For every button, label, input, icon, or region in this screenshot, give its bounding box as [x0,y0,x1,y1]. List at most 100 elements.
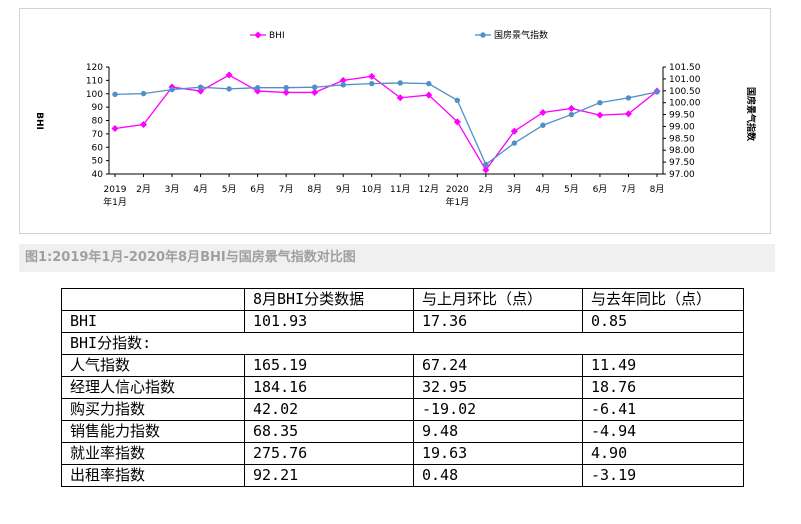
series-line-bhi [114,74,658,172]
table-cell: BHI [61,310,245,333]
data-point-guofang [283,84,289,91]
data-point-guofang [426,80,432,87]
data-point-guofang [568,111,575,118]
left-axis-label: BHI [34,112,44,130]
right-tick-label: 100.00 [669,99,701,109]
data-point-guofang [112,91,118,98]
table-cell: -4.94 [582,420,744,443]
right-tick-label: 97.00 [669,170,695,180]
x-tick-label: 3月 [507,184,522,195]
chart-panel: 120 110 100 90 80 70 60 50 40 101.50 101.00 100.50 1… [19,8,771,234]
data-point-guofang [597,99,603,106]
data-point-guofang [654,89,660,95]
left-tick-label: 80 [92,117,104,127]
data-point-guofang [369,80,375,87]
table-row: 购买力指数 42.02 -19.02 -6.41 [61,398,744,421]
x-tick-label: 2月 [478,184,493,195]
right-tick-label: 101.00 [669,75,701,85]
x-tick-label: 7月 [621,184,636,195]
series-line-guofang [114,82,658,166]
table-cell: 销售能力指数 [61,420,245,443]
left-tick-label: 50 [92,157,104,167]
right-axis-label: 国房景气指数 [745,87,757,142]
table-cell: 购买力指数 [61,398,245,421]
table-cell: -19.02 [413,398,583,421]
data-point-guofang [511,140,518,146]
data-point-guofang [397,80,403,86]
right-tick-label: 99.00 [669,122,695,132]
table-cell: 出租率指数 [61,464,245,487]
data-point-guofang [169,86,175,93]
x-tick-label: 8月 [650,184,665,195]
table-cell: 17.36 [413,310,583,333]
data-point-guofang [311,84,318,90]
left-tick-label: 90 [92,103,104,113]
data-point-bhi [368,72,376,80]
data-point-bhi [139,120,148,129]
left-tick-label: 60 [92,143,104,153]
table-cell: 32.95 [413,376,583,399]
table-cell: 0.85 [582,310,744,333]
table-header-row: 8月BHI分类数据 与上月环比（点） 与去年同比（点） [61,288,744,311]
table-cell: 67.24 [413,354,583,377]
data-point-bhi [453,118,461,126]
x-tick-label: 12月 [419,184,439,195]
right-tick-label: 97.50 [669,158,695,168]
right-tick-label: 101.50 [669,63,701,73]
data-point-bhi [339,76,347,84]
left-tick-label: 120 [86,63,103,73]
table-row: 经理人信心指数 184.16 32.95 18.76 [61,376,744,399]
data-point-guofang [197,84,204,90]
data-point-guofang [226,86,232,92]
table-row: 出租率指数 92.21 0.48 -3.19 [61,464,744,487]
legend-marker [254,31,262,39]
table-cell: -3.19 [582,464,744,487]
table-cell: -6.41 [582,398,744,421]
table-cell: 184.16 [244,376,414,399]
x-tick-label: 8月 [307,184,322,195]
table-section-label: BHI分指数: [61,332,744,355]
x-tick-label: 6月 [250,184,265,195]
table-cell: 人气指数 [61,354,245,377]
data-point-guofang [625,95,632,101]
table-cell: 68.35 [244,420,414,443]
x-tick-label: 5月 [564,184,579,195]
data-point-guofang [254,84,261,91]
data-point-guofang [540,122,546,128]
data-point-bhi [482,166,490,174]
data-point-bhi [624,110,633,118]
table-header-cell: 与去年同比（点） [582,288,744,311]
table-cell: 101.93 [244,310,414,333]
data-point-guofang [454,97,461,103]
x-tick-label: 2月 [136,184,151,195]
right-tick-label: 99.50 [669,111,695,121]
data-point-bhi [510,127,518,135]
x-tick-label: 5月 [222,184,237,195]
left-tick-label: 70 [92,130,104,140]
table-row: 就业率指数 275.76 19.63 4.90 [61,442,744,465]
table-cell: 275.76 [244,442,414,465]
data-point-bhi [111,124,119,133]
left-tick-label: 110 [86,76,103,86]
data-point-bhi [225,71,233,79]
line-chart: 120 110 100 90 80 70 60 50 40 101.50 101.00 100.50 1… [34,29,757,208]
x-tick-label: 3月 [165,184,180,195]
table-cell: 42.02 [244,398,414,421]
table-row: 人气指数 165.19 67.24 11.49 [61,354,744,377]
table-cell: 18.76 [582,376,744,399]
x-tick-label: 10月 [362,184,382,195]
legend-label: 国房景气指数 [494,29,548,41]
data-point-bhi [425,91,433,99]
x-tick-label: 9月 [336,184,351,195]
table-cell: 11.49 [582,354,744,377]
table-row: BHI分指数: [61,332,744,355]
table-header-cell [61,288,245,311]
table-cell: 165.19 [244,354,414,377]
data-point-bhi [197,87,205,95]
left-tick-label: 40 [92,170,104,180]
x-tick-label: 2019 [104,185,127,195]
right-tick-label: 98.50 [669,134,695,144]
figure-caption: 图1:2019年1月-2020年8月BHI与国房景气指数对比图 [19,244,775,272]
x-tick-label: 4月 [536,184,551,195]
data-point-bhi [539,108,547,117]
